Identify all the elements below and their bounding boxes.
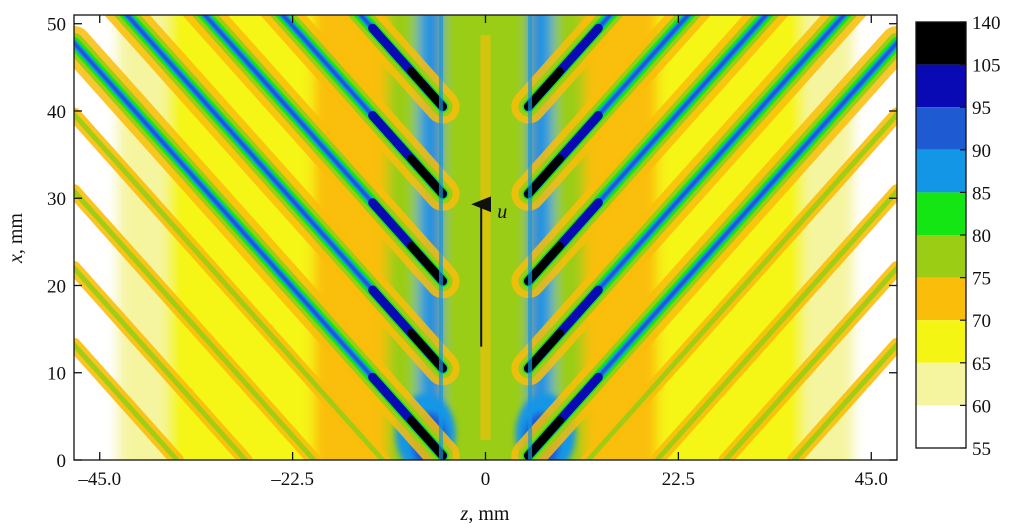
plot-area — [65, 0, 905, 480]
colorbar-label: 70 — [972, 311, 991, 332]
y-tick-label: 20 — [47, 276, 66, 297]
colorbar-label: 55 — [972, 439, 991, 460]
colorbar-segment — [916, 192, 966, 235]
x-tick-label: 22.5 — [662, 469, 695, 490]
colorbar-segment — [916, 22, 966, 65]
center-edge-streak — [439, 15, 443, 460]
colorbar-segment — [916, 150, 966, 193]
colorbar-label: 105 — [972, 56, 1001, 77]
velocity-label: u — [497, 201, 507, 223]
x-tick-label: 0 — [481, 469, 491, 490]
center-edge-streak — [528, 15, 532, 460]
colorbar-label: 90 — [972, 141, 991, 162]
colorbar-segment — [916, 278, 966, 321]
colorbar-segment — [916, 405, 966, 448]
colorbar: 140 105 95 90 85 80 75 70 65 60 55 — [916, 13, 1001, 460]
y-tick-label: 0 — [57, 451, 67, 472]
y-tick-label: 50 — [47, 15, 66, 36]
colorbar-label: 75 — [972, 269, 991, 290]
y-tick-label: 30 — [47, 189, 66, 210]
colorbar-label: 80 — [972, 226, 991, 247]
x-tick-label: –22.5 — [270, 469, 314, 490]
colorbar-segment — [916, 107, 966, 150]
y-tick-label: 40 — [47, 102, 66, 123]
y-tick-label: 10 — [47, 364, 66, 385]
colorbar-label: 95 — [972, 98, 991, 119]
colorbar-segment — [916, 235, 966, 278]
colorbar-label: 140 — [972, 13, 1001, 34]
x-tick-label: 45.0 — [855, 469, 888, 490]
x-tick-label: –45.0 — [77, 469, 121, 490]
colorbar-segment — [916, 320, 966, 363]
colorbar-segment — [916, 363, 966, 406]
colorbar-label: 65 — [972, 354, 991, 375]
colorbar-label: 60 — [972, 396, 991, 417]
colorbar-segment — [916, 65, 966, 108]
x-axis-label: z, mm — [460, 503, 510, 525]
y-axis-label: x, mm — [5, 213, 27, 264]
colorbar-label: 85 — [972, 183, 991, 204]
